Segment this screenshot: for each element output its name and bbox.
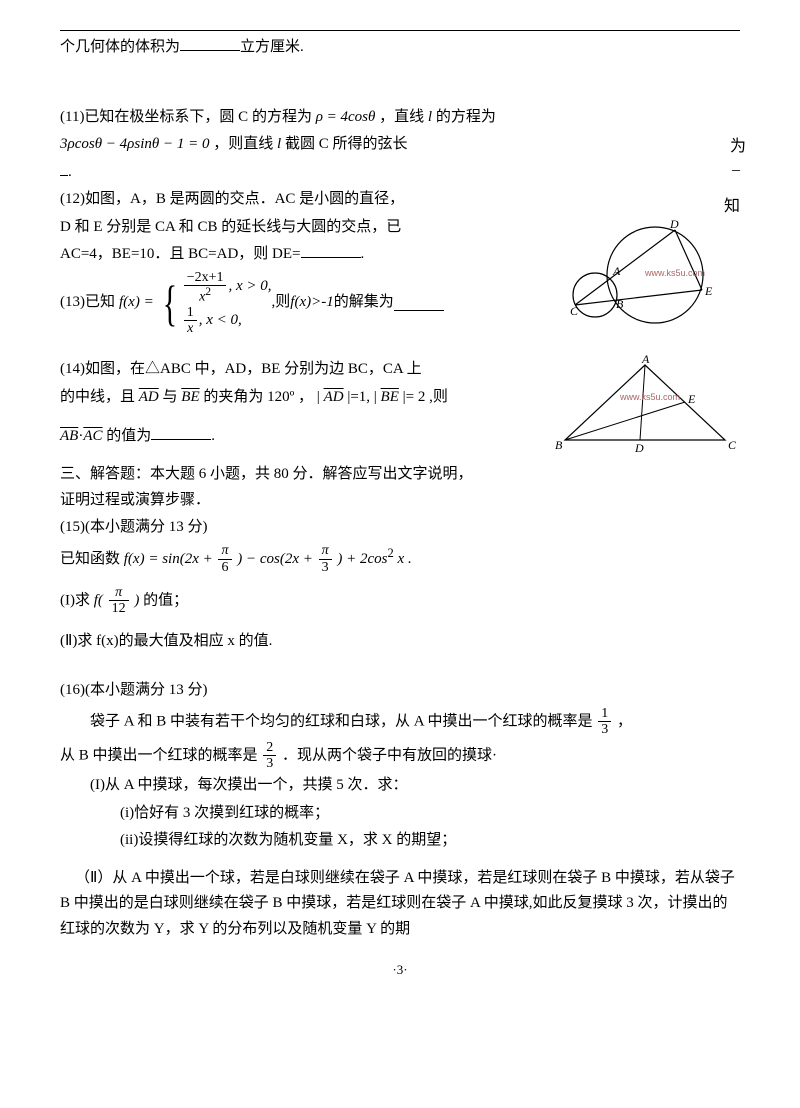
svg-text:D: D (634, 441, 644, 455)
blank (60, 160, 68, 176)
vec-BE: BE (181, 389, 199, 405)
eq: ρ = 4cosθ (316, 109, 376, 125)
svg-text:www.ks5u.com: www.ks5u.com (644, 268, 705, 278)
svg-text:E: E (687, 392, 696, 406)
cond2: , x < 0, (199, 308, 242, 334)
q15-func: 已知函数 f(x) = sin(2x + π6 ) − cos(2x + π3 … (60, 543, 740, 575)
figure-triangle: A B C D E www.ks5u.com (550, 355, 740, 460)
text: ．现从两个袋子中有放回的摸球· (282, 747, 497, 763)
text: AC=4，BE=10．且 BC=AD，则 DE= (60, 246, 301, 262)
text: ， (617, 713, 632, 729)
text: 已知函数 (60, 551, 120, 567)
triangle-diagram-svg: A B C D E www.ks5u.com (550, 355, 740, 455)
q16-ii: (ii)设摸得红球的次数为随机变量 X，求 X 的期望； (60, 828, 740, 854)
q16-p2: 从 B 中摸出一个红球的概率是 23 ．现从两个袋子中有放回的摸球· (60, 740, 740, 772)
text: 知 (724, 198, 740, 215)
text: ， (298, 389, 313, 405)
text: ) (134, 592, 139, 608)
frac-23: 23 (261, 740, 278, 772)
text: ,则 (429, 389, 448, 405)
q13: (13)已知 f(x) = { −2x+1 x2 , x > 0, 1 x , … (60, 270, 540, 337)
vec-AD: AD (139, 389, 159, 405)
q16-I: (I)从 A 中摸球，每次摸出一个，共摸 5 次．求： (60, 773, 740, 799)
text: 与 (163, 389, 178, 405)
text: ，则直线 (213, 136, 273, 152)
text: 个几何体的体积为 (60, 39, 180, 55)
var-l: l (273, 136, 285, 152)
frac-case2: 1 x (182, 305, 199, 337)
svg-text:D: D (669, 220, 679, 231)
eq: 3ρcosθ − 4ρsinθ − 1 = 0 (60, 136, 210, 152)
text: ) − cos(2x + (237, 551, 313, 567)
page-number: ·3· (60, 962, 740, 978)
frac-pi6: π6 (216, 543, 233, 575)
svg-text:E: E (704, 284, 713, 298)
q15-I: (I)求 f( π12 ) 的值； (60, 585, 740, 617)
blank (180, 35, 240, 51)
blank (151, 424, 211, 440)
text: 袋子 A 和 B 中装有若干个均匀的红球和白球，从 A 中摸出一个红球的概率是 (90, 713, 593, 729)
text: 的方程为 (436, 109, 496, 125)
text: 的解集为 (334, 290, 394, 316)
svg-text:C: C (570, 304, 579, 318)
text: (11)已知在极坐标系下，圆 C 的方程为 (60, 109, 312, 125)
text: ) + 2cos (337, 551, 387, 567)
blank (301, 242, 361, 258)
q11-line1: (11)已知在极坐标系下，圆 C 的方程为 ρ = 4cosθ ，直线 l 的方… (60, 105, 740, 131)
blank (394, 295, 444, 311)
text: (13)已知 (60, 290, 115, 316)
abs-BE: | BE |= 2 (374, 389, 426, 405)
text: . (68, 164, 72, 180)
frac-pi3: π3 (317, 543, 334, 575)
q16-i: (i)恰好有 3 次摸到红球的概率； (60, 801, 740, 827)
text: 的值； (143, 592, 188, 608)
text: . (211, 428, 215, 444)
svg-text:B: B (616, 297, 624, 311)
angle: 120º (267, 389, 294, 405)
text: ，直线 (379, 109, 424, 125)
vec-AC: AC (83, 428, 102, 444)
text: 截圆 C 所得的弦长 (285, 136, 408, 152)
q16-p1: 袋子 A 和 B 中装有若干个均匀的红球和白球，从 A 中摸出一个红球的概率是 … (60, 706, 740, 738)
svg-text:B: B (555, 438, 563, 452)
svg-text:www.ks5u.com: www.ks5u.com (619, 392, 680, 402)
q15-head: (15)(本小题满分 13 分) (60, 515, 740, 541)
frac-case1: −2x+1 x2 (182, 270, 229, 305)
text: (I)求 (60, 592, 90, 608)
text: 从 B 中摸出一个红球的概率是 (60, 747, 258, 763)
svg-text:C: C (728, 438, 737, 452)
vec-AB: AB (60, 428, 78, 444)
fx-label: f(x) = (119, 290, 154, 316)
var-l: l (424, 109, 436, 125)
text: 立方厘米. (240, 39, 304, 55)
cond1: , x > 0, (228, 274, 271, 300)
brace-icon: { (162, 281, 176, 326)
text: 的夹角为 (203, 389, 263, 405)
circles-diagram-svg: D E C A B www.ks5u.com (550, 220, 740, 350)
text: . (361, 246, 365, 262)
q16-head: (16)(本小题满分 13 分) (60, 678, 740, 704)
text: ,则 (272, 290, 291, 316)
svg-text:A: A (641, 355, 650, 366)
q15-II: (Ⅱ)求 f(x)的最大值及相应 x 的值. (60, 629, 740, 655)
text: 的值为 (106, 428, 151, 444)
text: x . (398, 551, 412, 567)
text: f(x) = sin(2x + (124, 551, 213, 567)
svg-text:A: A (612, 264, 621, 278)
text: 的中线，且 (60, 389, 135, 405)
frac-pi12: π12 (107, 585, 131, 617)
q16-II: （Ⅱ）从 A 中摸出一个球，若是白球则继续在袋子 A 中摸球，若是红球则在袋子 … (60, 866, 740, 943)
text: 为_ (730, 132, 740, 174)
figure-circles: 为_ 知 D E C A B www.ks5u.com (550, 132, 740, 355)
section3-title: 三、解答题：本大题 6 小题，共 80 分．解答应写出文字说明，证明过程或演算步… (60, 462, 480, 513)
abs-AD: | AD |=1, (317, 389, 370, 405)
top-fragment: 个几何体的体积为 立方厘米. (60, 35, 740, 61)
ineq: f(x)>-1 (290, 290, 333, 316)
text: f( (94, 592, 103, 608)
frac-13: 13 (596, 706, 613, 738)
